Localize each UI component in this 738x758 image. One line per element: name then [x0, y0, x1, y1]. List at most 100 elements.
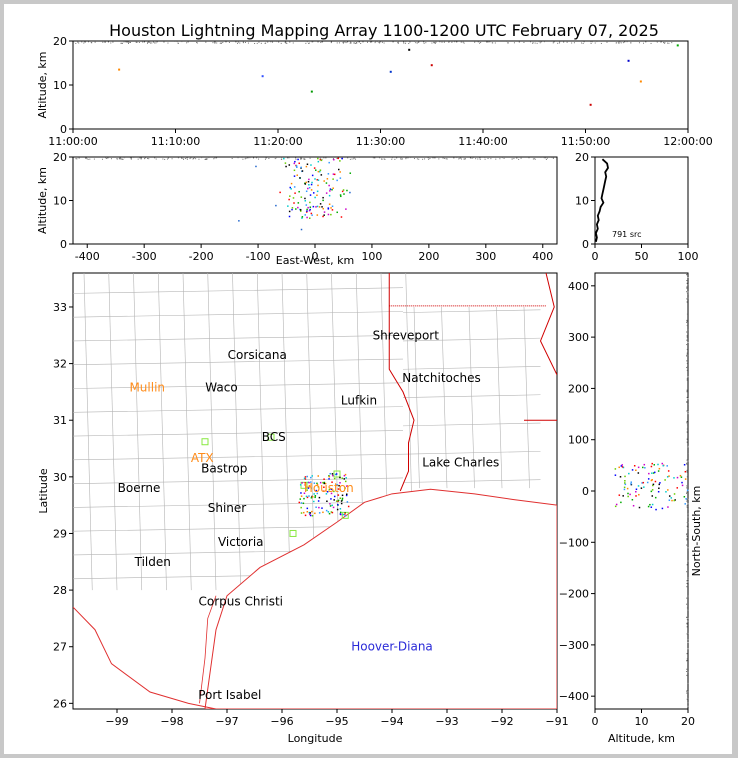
time-height-noise: [84, 41, 86, 43]
east-west-source: [297, 202, 300, 204]
north-south-source: [680, 476, 683, 478]
time-height-ytick-label: 10: [53, 79, 67, 92]
east-west-source: [298, 162, 300, 165]
north-south-source: [619, 476, 622, 478]
time-height-noise: [151, 42, 153, 44]
east-west-noise: [139, 157, 141, 159]
east-west-source: [283, 157, 285, 160]
east-west-source: [288, 215, 291, 218]
time-height-noise: [375, 41, 377, 43]
east-west-noise: [319, 157, 321, 159]
city-label: Waco: [205, 380, 237, 394]
north-south-source: [624, 482, 626, 484]
east-west-noise: [383, 158, 385, 160]
east-west-source: [285, 165, 287, 168]
time-height-noise: [379, 42, 381, 44]
north-south-source: [630, 481, 632, 483]
time-height-noise: [308, 42, 310, 44]
north-south-noise: [686, 580, 688, 582]
east-west-noise: [353, 158, 355, 160]
north-south-noise: [687, 446, 689, 448]
east-west-noise: [244, 158, 246, 160]
time-height-noise: [622, 42, 624, 44]
time-height-noise: [88, 41, 90, 43]
lightning-source: [311, 475, 313, 477]
north-south-source: [664, 479, 666, 481]
east-west-noise: [303, 158, 305, 160]
east-west-source: [340, 195, 342, 198]
altitude-histogram-xtick-label: 100: [678, 250, 699, 263]
east-west-source: [313, 167, 316, 169]
lightning-source: [326, 491, 329, 493]
east-west-source: [300, 228, 303, 231]
east-west-source: [346, 189, 348, 192]
lightning-source: [345, 494, 348, 497]
north-south-source: [643, 463, 646, 466]
lightning-source: [339, 482, 341, 484]
east-west-noise: [75, 158, 77, 160]
north-south-noise: [686, 564, 688, 566]
east-west-noise: [396, 157, 398, 159]
lightning-source: [304, 482, 307, 484]
east-west-source: [312, 205, 315, 208]
time-height-noise: [239, 42, 241, 44]
time-height-noise: [663, 42, 665, 44]
lightning-source: [344, 480, 347, 483]
north-south-noise: [686, 690, 688, 692]
north-south-noise: [686, 603, 688, 605]
parish-line: [496, 306, 503, 489]
north-south-ylabel: North-South, km: [690, 486, 703, 577]
east-west-noise: [416, 158, 418, 160]
north-south-noise: [687, 631, 689, 633]
lightning-source: [306, 475, 309, 478]
lightning-source: [302, 511, 305, 514]
county-line: [306, 273, 316, 591]
north-south-source: [635, 469, 637, 472]
east-west-noise: [391, 158, 393, 160]
time-height-noise: [235, 41, 237, 43]
north-south-source: [681, 484, 684, 487]
time-height-noise: [369, 41, 371, 43]
north-south-noise: [686, 282, 688, 284]
east-west-source: [311, 181, 313, 184]
north-south-source: [627, 495, 629, 498]
east-west-xtick-label: 300: [475, 250, 496, 263]
north-south-noise: [687, 578, 689, 580]
time-height-noise: [378, 42, 380, 44]
north-south-noise: [686, 582, 688, 584]
time-height-noise: [354, 41, 356, 43]
east-west-noise: [413, 158, 415, 160]
time-height-noise: [489, 41, 491, 43]
time-height-noise: [258, 41, 260, 43]
county-line: [157, 273, 167, 591]
east-west-source: [322, 199, 324, 202]
county-line: [256, 273, 266, 591]
time-height-noise: [322, 41, 324, 43]
east-west-noise: [355, 158, 357, 160]
lightning-source: [310, 487, 312, 489]
lightning-source: [338, 484, 340, 487]
east-west-source: [290, 182, 293, 185]
altitude-histogram-ytick-label: 10: [575, 195, 589, 208]
north-south-noise: [687, 512, 689, 514]
north-south-source: [667, 470, 670, 472]
east-west-noise: [544, 157, 546, 159]
time-height-noise: [403, 41, 405, 43]
time-height-noise: [534, 42, 536, 44]
east-west-noise: [323, 157, 325, 159]
time-height-noise: [280, 42, 282, 44]
east-west-noise: [446, 158, 448, 160]
lightning-source: [339, 476, 341, 479]
east-west-source: [329, 188, 332, 190]
time-height-noise: [265, 42, 267, 44]
north-south-noise: [686, 459, 688, 461]
north-south-source: [666, 465, 668, 467]
north-south-noise: [686, 321, 688, 323]
east-west-source: [327, 173, 330, 175]
time-height-noise: [434, 41, 436, 43]
time-height-noise: [616, 42, 618, 44]
north-south-noise: [686, 671, 688, 673]
lightning-source: [323, 482, 326, 485]
time-height-noise: [366, 41, 368, 43]
north-south-noise: [686, 431, 688, 433]
